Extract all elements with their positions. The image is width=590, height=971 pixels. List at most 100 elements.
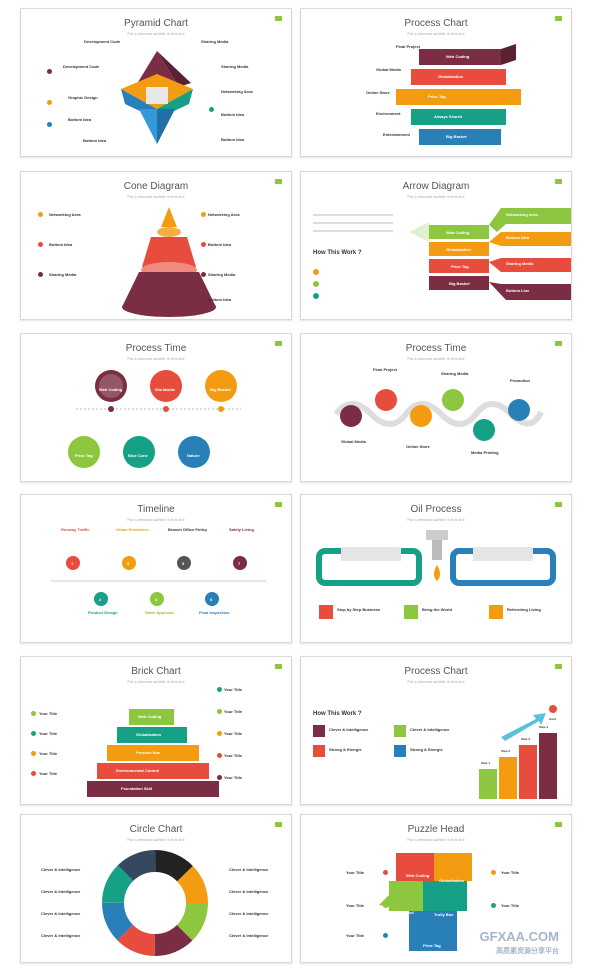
- wave-label: Sharing Media: [441, 371, 469, 376]
- slide-subtitle: Put a relevant subtitle in this line: [407, 679, 465, 684]
- bullet-dot: [38, 212, 43, 217]
- brick-layer-label: Environmental Control: [116, 768, 160, 773]
- slide-subtitle: Put a relevant subtitle in this line: [407, 517, 465, 522]
- timeline-graphic: [51, 556, 266, 606]
- pyramid-graphic: [121, 51, 193, 144]
- bullet-dot: [383, 933, 388, 938]
- slide-number-badge: [555, 341, 562, 346]
- puzzle-head-graphic: [379, 853, 472, 951]
- slide-cone-diagram[interactable]: Cone Diagram Put a relevant subtitle in …: [20, 171, 292, 320]
- slide-oil-process[interactable]: Oil Process Put a relevant subtitle in t…: [300, 494, 572, 643]
- puzzle-title: Your Title: [346, 933, 365, 938]
- timeline-label: Safety Living: [229, 527, 254, 532]
- slide-number-badge: [275, 502, 282, 507]
- bullet-dot: [201, 212, 206, 217]
- slide-puzzle-head[interactable]: Puzzle Head Put a relevant subtitle in t…: [300, 814, 572, 963]
- slide-title: Process Time: [125, 343, 187, 354]
- bullet-dot: [31, 771, 36, 776]
- puzzle-piece-label: Big Basket: [393, 910, 414, 915]
- circle-label: Clever & Intelligence: [41, 867, 81, 872]
- slide-process-chart-steps[interactable]: Process Chart Put a relevant subtitle in…: [300, 656, 572, 805]
- slide-timeline[interactable]: Timeline Put a relevant subtitle in this…: [20, 494, 292, 643]
- slide-pyramid-chart[interactable]: Pyramid Chart Put a relevant subtitle in…: [20, 8, 292, 157]
- bullet-dot: [217, 731, 222, 736]
- timeline-number: 5: [182, 561, 185, 566]
- slide-title: Process Chart: [404, 18, 468, 29]
- process-label: Global Media: [376, 67, 401, 72]
- puzzle-piece-label: Globalization: [439, 878, 465, 883]
- pin-label: Price Tag: [75, 453, 93, 458]
- slide-process-time-pins[interactable]: Process Time Put a relevant subtitle in …: [20, 333, 292, 482]
- bullet-dot: [491, 870, 496, 875]
- process-item-label: Strong & Energic: [329, 747, 362, 752]
- brick-layer-label: Process Box: [136, 750, 161, 755]
- slide-title: Cone Diagram: [123, 181, 189, 192]
- arrow-label: Price Tag: [451, 264, 469, 269]
- brick-title: Your Title: [39, 711, 58, 716]
- bullet-dot: [47, 69, 52, 74]
- pyramid-label: Sharing Media: [201, 39, 229, 44]
- brick-title: Your Title: [224, 731, 243, 736]
- puzzle-piece-label: Price Tag: [423, 943, 441, 948]
- oil-item-label: Step by Step Business: [337, 607, 381, 612]
- timeline-label: Final Inspection: [199, 610, 230, 615]
- pyramid-label: Bottom Idea: [221, 112, 245, 117]
- process-item-label: Clever & Intelligence: [329, 727, 369, 732]
- oil-pipe-graphic: [316, 530, 556, 619]
- slide-title: Oil Process: [410, 504, 462, 515]
- slide-title: Arrow Diagram: [402, 181, 470, 192]
- brick-layer-label: Web Coding: [138, 714, 162, 719]
- arrow-right-label: Bottom Line: [506, 288, 530, 293]
- slide-process-time-wave[interactable]: Process Time Put a relevant subtitle in …: [300, 333, 572, 482]
- pyramid-label: Sharing Media: [221, 64, 249, 69]
- process-wave-graphic: [333, 389, 544, 441]
- bullet-dot: [217, 709, 222, 714]
- puzzle-title: Your Title: [346, 870, 365, 875]
- bullet-dot: [38, 272, 43, 277]
- slide-title: Timeline: [137, 504, 175, 515]
- slide-title: Puzzle Head: [407, 824, 465, 835]
- puzzle-title: Your Title: [346, 903, 365, 908]
- timeline-number: 2: [99, 597, 102, 602]
- puzzle-title: Your Title: [501, 903, 520, 908]
- slide-circle-chart[interactable]: Circle Chart Put a relevant subtitle in …: [20, 814, 292, 963]
- bullet-dot: [47, 100, 52, 105]
- ribbon-label: Web Coding: [446, 54, 470, 59]
- circle-label: Clever & Intelligence: [229, 867, 269, 872]
- circle-label: Clever & Intelligence: [229, 911, 269, 916]
- circle-ring-graphic: [102, 850, 208, 956]
- slide-number-badge: [275, 822, 282, 827]
- brick-layer-label: Globalization: [136, 732, 162, 737]
- arrow-right-label: Sharing Media: [506, 261, 534, 266]
- watermark-subtext: 高质素资源分享平台: [496, 948, 559, 955]
- puzzle-title: Your Title: [501, 870, 520, 875]
- pin-label: Nature: [187, 453, 200, 458]
- process-label: Online Store: [366, 90, 390, 95]
- slide-process-chart[interactable]: Process Chart Put a relevant subtitle in…: [300, 8, 572, 157]
- ribbon-label: Big Basket: [446, 134, 467, 139]
- watermark-text: GFXAA.COM: [479, 929, 559, 944]
- slide-arrow-diagram[interactable]: Arrow Diagram Put a relevant subtitle in…: [300, 171, 572, 320]
- pyramid-label: Graphic Design: [68, 95, 98, 100]
- pyramid-label: Development Code: [84, 39, 121, 44]
- how-this-work-heading: How This Work ?: [313, 250, 362, 256]
- pyramid-label: Development Code: [63, 64, 100, 69]
- step-label: Goal: [549, 717, 556, 721]
- process-item-label: Strong & Energic: [410, 747, 443, 752]
- ribbon-label: Price Tag: [428, 94, 446, 99]
- pin-label: Blue Cone: [128, 453, 148, 458]
- bullet-dot: [217, 687, 222, 692]
- slide-brick-chart[interactable]: Brick Chart Put a relevant subtitle in t…: [20, 656, 292, 805]
- slide-number-badge: [275, 341, 282, 346]
- puzzle-piece-label: Trolly Box: [434, 912, 454, 917]
- pin-label: Worldwide: [155, 387, 176, 392]
- cone-label: Bottom Idea: [208, 297, 232, 302]
- bullet-dot: [383, 870, 388, 875]
- bullet-dot: [201, 242, 206, 247]
- brick-title: Your Title: [39, 771, 58, 776]
- process-item-label: Clever & Intelligence: [410, 727, 450, 732]
- slide-number-badge: [275, 664, 282, 669]
- wave-label: Media Printing: [471, 450, 499, 455]
- process-label: Entertainment: [383, 132, 410, 137]
